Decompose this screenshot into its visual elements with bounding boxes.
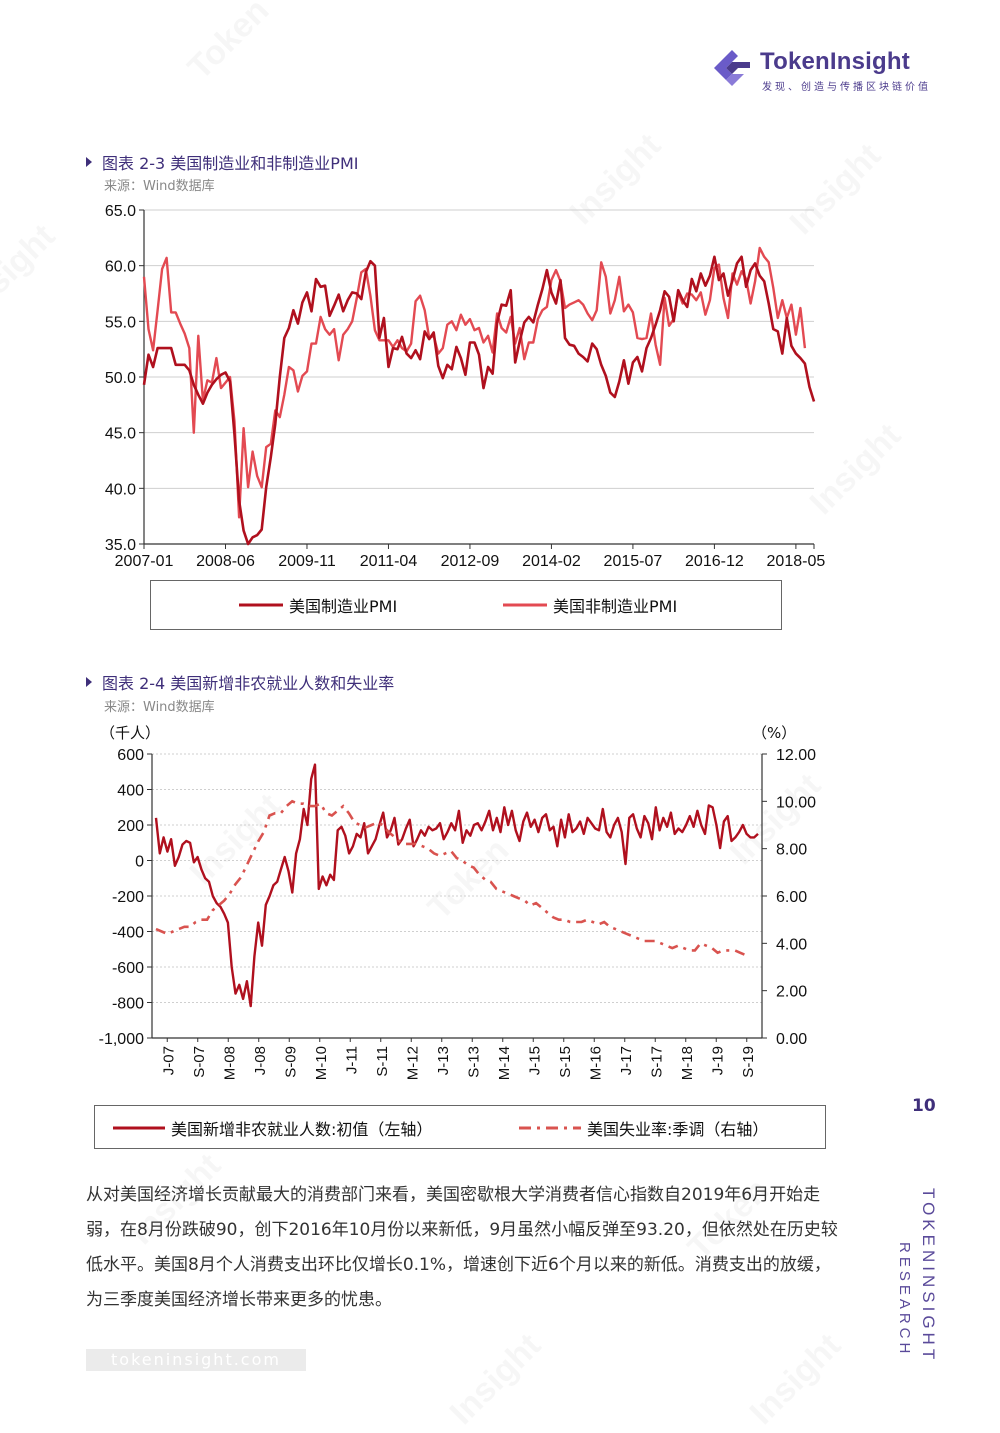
x-tick-label: J-17: [618, 1046, 635, 1075]
y-left-tick-label: 600: [117, 747, 144, 764]
legend-line-icon: [503, 603, 547, 607]
figure2-legend: 美国新增非农就业人数:初值（左轴） 美国失业率:季调（右轴）: [94, 1105, 826, 1149]
y-right-tick-label: 12.00: [776, 747, 816, 764]
x-tick-label: M-10: [313, 1046, 330, 1080]
y-left-tick-label: 400: [117, 783, 144, 800]
y-left-tick-label: -1,000: [99, 1031, 144, 1048]
brand-tagline: 发现、创造与传播区块链价值: [762, 82, 931, 93]
legend-label: 美国新增非农就业人数:初值（左轴）: [171, 1120, 433, 1139]
series-line-payrolls: [154, 763, 759, 1008]
y-right-tick-label: 8.00: [776, 842, 807, 859]
x-tick-label: 2015-07: [604, 553, 663, 570]
figure1-title-text: 图表 2-3 美国制造业和非制造业PMI: [102, 154, 359, 173]
y-tick-label: 50.0: [105, 370, 136, 387]
y-right-tick-label: 2.00: [776, 984, 807, 1001]
x-tick-label: S-15: [557, 1046, 574, 1078]
x-tick-label: S-19: [740, 1046, 757, 1078]
x-tick-label: M-16: [587, 1046, 604, 1080]
y-tick-label: 35.0: [105, 537, 136, 554]
watermark: sight: [0, 217, 63, 302]
side-brand: TOKENINSIGHT RESEARCH: [896, 1188, 946, 1363]
y-left-tick-label: 0: [135, 854, 144, 871]
x-tick-label: M-12: [404, 1046, 421, 1080]
left-axis-unit: （千人）: [100, 724, 161, 742]
x-tick-label: S-17: [648, 1046, 665, 1078]
series-line-unemployment: [155, 799, 747, 957]
x-tick-label: J-08: [252, 1046, 269, 1075]
x-tick-label: 2014-02: [522, 553, 581, 570]
y-right-tick-label: 6.00: [776, 889, 807, 906]
figure1-legend: 美国制造业PMI 美国非制造业PMI: [150, 580, 782, 630]
x-tick-label: 2018-05: [767, 553, 826, 570]
legend-label: 美国非制造业PMI: [553, 597, 678, 616]
brand-logo: TokenInsight 发现、创造与传播区块链价值: [708, 44, 948, 104]
y-left-tick-label: -200: [112, 889, 144, 906]
legend-line-icon: [239, 603, 283, 607]
y-tick-label: 40.0: [105, 481, 136, 498]
figure2-title: 图表 2-4 美国新增非农就业人数和失业率: [86, 670, 394, 694]
tokeninsight-logo-icon: [714, 50, 750, 86]
x-tick-label: 2016-12: [685, 553, 744, 570]
y-tick-label: 65.0: [105, 203, 136, 220]
x-tick-label: S-07: [191, 1046, 208, 1078]
body-paragraph: 从对美国经济增长贡献最大的消费部门来看，美国密歇根大学消费者信心指数自2019年…: [86, 1185, 838, 1310]
watermark: Token: [181, 0, 278, 88]
figure2-source: 来源：Wind数据库: [104, 700, 215, 715]
x-tick-label: M-14: [496, 1046, 513, 1080]
figure1-title: 图表 2-3 美国制造业和非制造业PMI: [86, 150, 358, 174]
x-tick-label: J-13: [435, 1046, 452, 1075]
y-right-tick-label: 4.00: [776, 936, 807, 953]
watermark: Insight: [743, 1326, 849, 1432]
legend-item-payrolls: 美国新增非农就业人数:初值（左轴）: [113, 1116, 432, 1140]
x-tick-label: 2011-04: [360, 553, 418, 570]
y-left-tick-label: 200: [117, 818, 144, 835]
legend-item-unemployment: 美国失业率:季调（右轴）: [519, 1116, 768, 1140]
series-line-manufacturing: [142, 255, 816, 546]
watermark: Insight: [443, 1326, 549, 1432]
y-right-tick-label: 0.00: [776, 1031, 807, 1048]
figure2-title-text: 图表 2-4 美国新增非农就业人数和失业率: [102, 674, 395, 693]
side-brand-name: TOKENINSIGHT: [919, 1188, 938, 1364]
right-axis-unit: （%）: [752, 724, 797, 742]
x-tick-label: M-18: [679, 1046, 696, 1080]
brand-name: TokenInsight: [760, 48, 910, 75]
x-tick-label: J-15: [526, 1046, 543, 1075]
x-tick-label: M-08: [221, 1046, 238, 1080]
legend-item-manufacturing: 美国制造业PMI: [239, 593, 397, 617]
page-number: 10: [912, 1096, 936, 1116]
side-brand-research: RESEARCH: [896, 1242, 913, 1358]
figure1-source: 来源：Wind数据库: [104, 179, 215, 194]
x-tick-label: 2012-09: [441, 553, 500, 570]
legend-dashdot-icon: [519, 1126, 581, 1130]
legend-item-nonmanufacturing: 美国非制造业PMI: [503, 593, 677, 617]
legend-label: 美国制造业PMI: [289, 597, 398, 616]
x-tick-label: J-11: [343, 1046, 360, 1074]
y-tick-label: 45.0: [105, 426, 136, 443]
bullet-triangle-icon: [86, 157, 92, 167]
y-left-tick-label: -800: [112, 996, 144, 1013]
series-line-nonmanufacturing: [142, 246, 807, 519]
y-tick-label: 55.0: [105, 314, 136, 331]
x-tick-label: J-07: [160, 1046, 177, 1075]
x-tick-label: S-13: [465, 1046, 482, 1078]
bullet-triangle-icon: [86, 677, 92, 687]
x-tick-label: 2007-01: [115, 553, 174, 570]
y-left-tick-label: -600: [112, 960, 144, 977]
legend-line-icon: [113, 1126, 165, 1130]
legend-label: 美国失业率:季调（右轴）: [587, 1120, 769, 1139]
x-tick-label: 2009-11: [278, 553, 336, 570]
x-tick-label: J-19: [709, 1046, 726, 1075]
x-tick-label: 2008-06: [196, 553, 255, 570]
x-tick-label: S-09: [282, 1046, 299, 1078]
employment-chart: 600 400 200 0 -200 -400 -600 -800 -1,000 12.00 10.…: [99, 747, 817, 1080]
footer-url[interactable]: tokeninsight.com: [86, 1349, 306, 1371]
y-left-tick-label: -400: [112, 925, 144, 942]
y-right-tick-label: 10.00: [776, 794, 816, 811]
y-tick-label: 60.0: [105, 259, 136, 276]
x-tick-label: S-11: [374, 1046, 391, 1077]
